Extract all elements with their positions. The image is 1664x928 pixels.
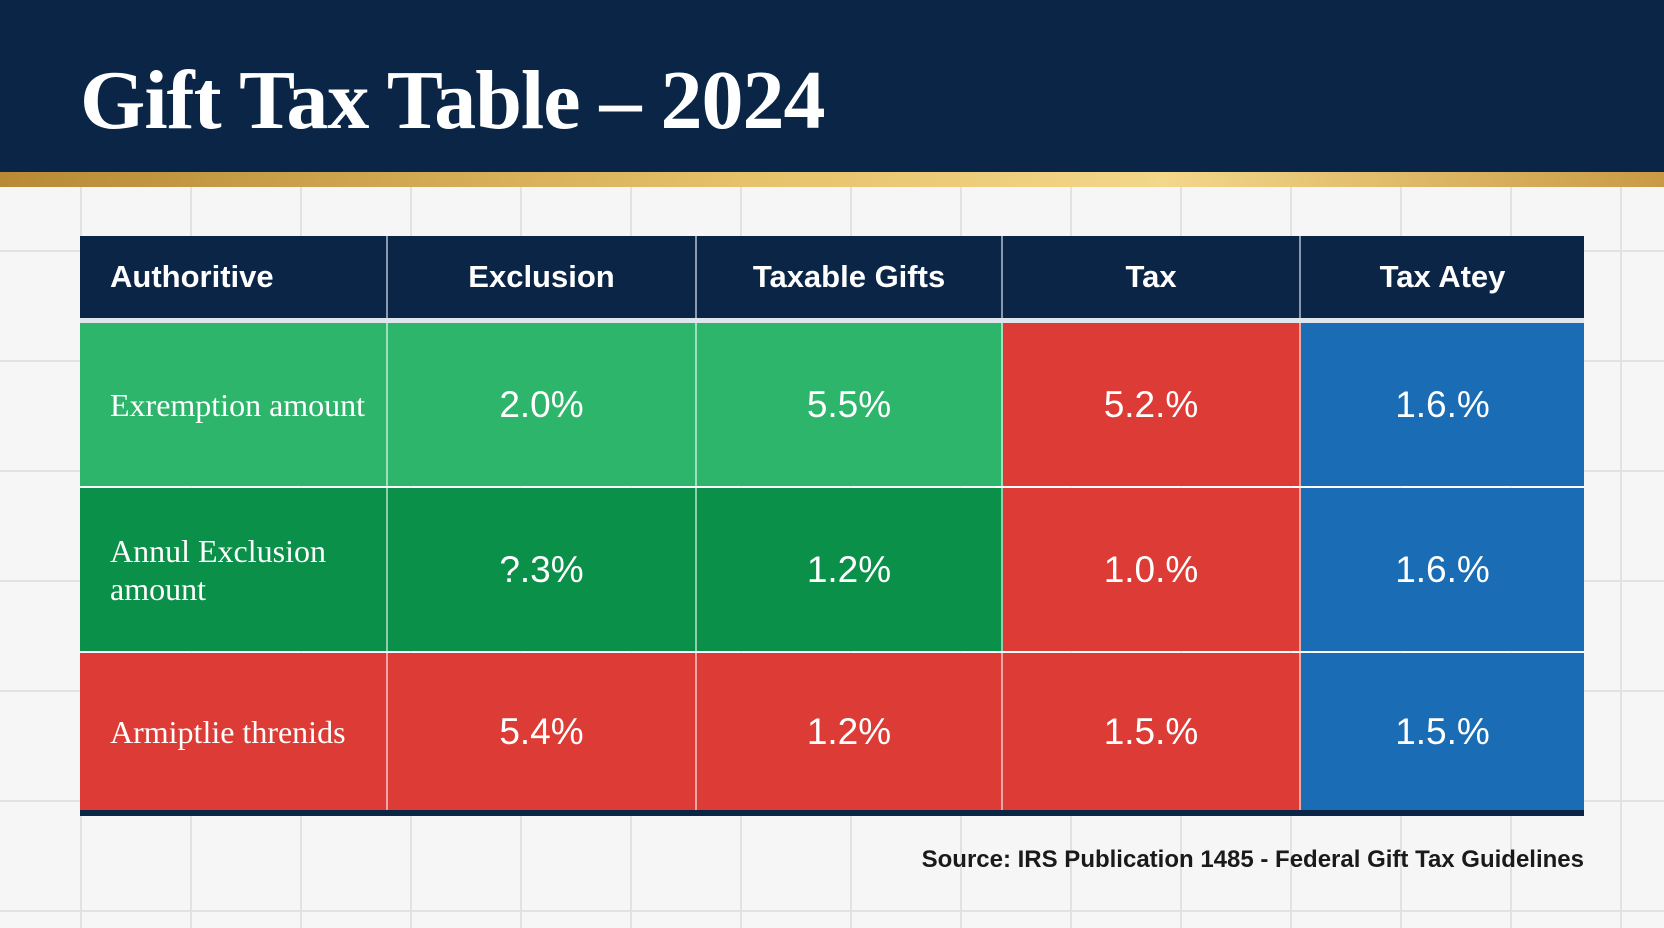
row-label: Armiptlie threnids — [80, 653, 388, 810]
column-header: Authoritive — [80, 236, 388, 318]
row-label: Exremption amount — [80, 323, 388, 486]
table-cell: 5.5% — [697, 323, 1003, 486]
title-banner: Gift Tax Table – 2024 — [0, 0, 1664, 172]
gold-divider — [0, 172, 1664, 187]
row-label: Annul Exclusion amount — [80, 488, 388, 651]
table-cell: 5.4% — [388, 653, 697, 810]
table-row: Armiptlie threnids 5.4% 1.2% 1.5.% 1.5.% — [80, 653, 1584, 810]
column-header: Tax — [1003, 236, 1301, 318]
table-cell: 1.2% — [697, 488, 1003, 651]
table-cell: 5.2.% — [1003, 323, 1301, 486]
gift-tax-table: Authoritive Exclusion Taxable Gifts Tax … — [80, 236, 1584, 816]
table-cell: 1.2% — [697, 653, 1003, 810]
table-cell: 1.5.% — [1003, 653, 1301, 810]
table-header-row: Authoritive Exclusion Taxable Gifts Tax … — [80, 236, 1584, 318]
table-cell: 1.6.% — [1301, 323, 1584, 486]
table-bottom-border — [80, 810, 1584, 816]
header-separator — [80, 318, 1584, 323]
table-cell: ?.3% — [388, 488, 697, 651]
table-cell: 1.6.% — [1301, 488, 1584, 651]
column-header: Exclusion — [388, 236, 697, 318]
table-row: Annul Exclusion amount ?.3% 1.2% 1.0.% 1… — [80, 488, 1584, 653]
table-cell: 1.5.% — [1301, 653, 1584, 810]
table-row: Exremption amount 2.0% 5.5% 5.2.% 1.6.% — [80, 323, 1584, 488]
table-cell: 1.0.% — [1003, 488, 1301, 651]
source-note: Source: IRS Publication 1485 - Federal G… — [921, 846, 1584, 873]
column-header: Taxable Gifts — [697, 236, 1003, 318]
table-cell: 2.0% — [388, 323, 697, 486]
page-title: Gift Tax Table – 2024 — [80, 54, 826, 147]
column-header: Tax Atey — [1301, 236, 1584, 318]
